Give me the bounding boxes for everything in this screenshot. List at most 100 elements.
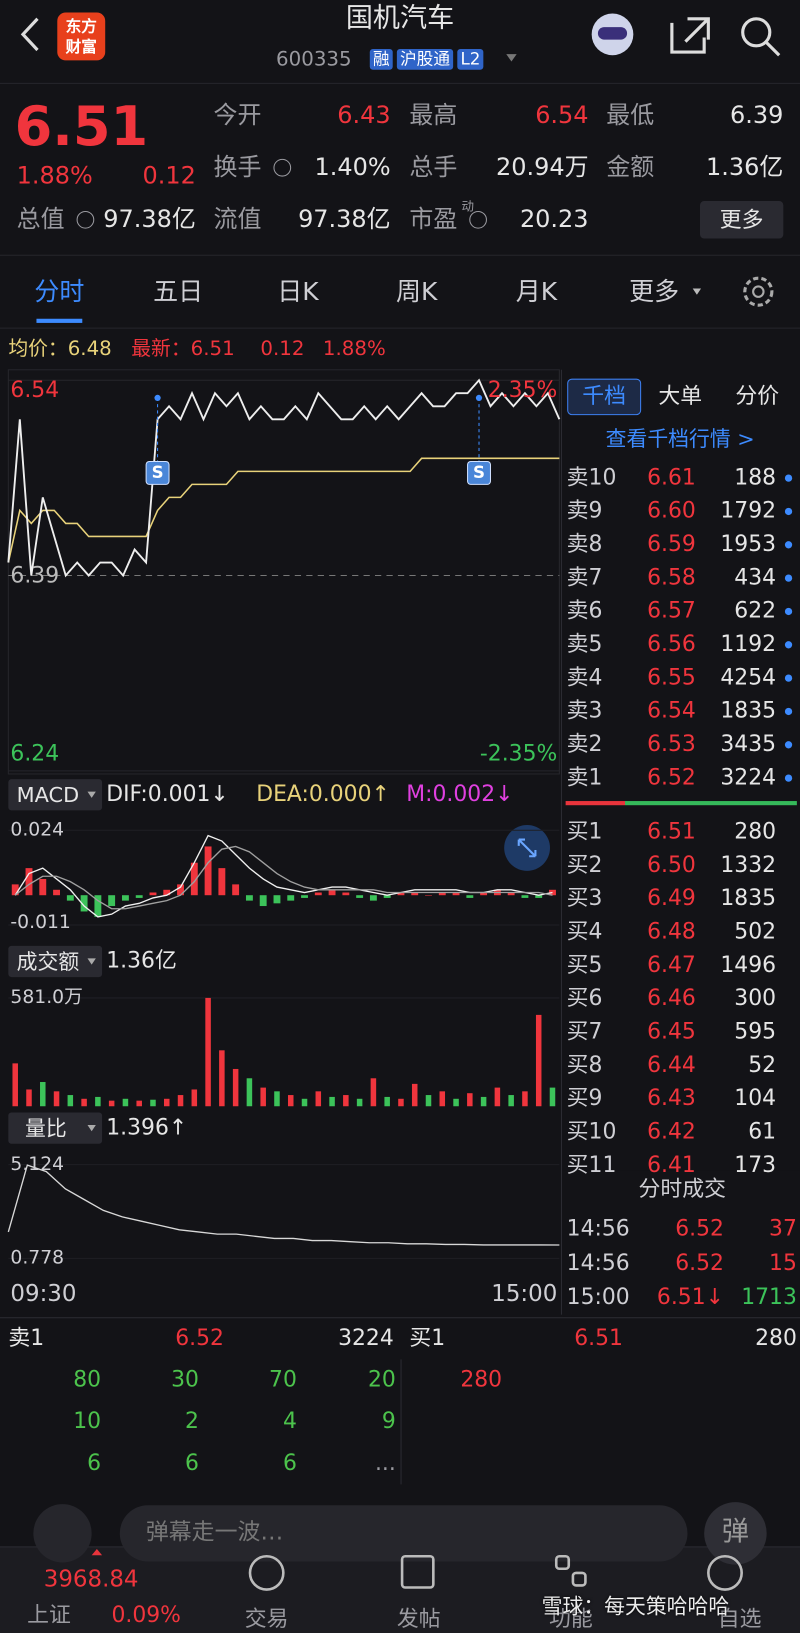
y-tick-label: -0.011 <box>10 911 71 934</box>
field-value: 20.23 <box>519 206 589 234</box>
order-dot <box>784 507 793 516</box>
macd-bar <box>204 846 212 896</box>
field-value: 97.38亿 <box>298 206 391 234</box>
dif-value: DIF:0.001↓ <box>106 781 229 807</box>
volume-bar <box>411 1083 418 1107</box>
share-icon[interactable] <box>670 17 710 54</box>
bid-volume: 300 <box>734 985 777 1011</box>
time-label: 09:30 <box>10 1281 77 1308</box>
dea-value: DEA:0.000↑ <box>256 781 390 807</box>
comment-icon[interactable] <box>33 1504 92 1563</box>
bid-volume: 61 <box>748 1119 777 1145</box>
nav-item[interactable]: 功能 <box>548 1606 593 1632</box>
macd-bar <box>438 892 446 896</box>
volume-bar <box>467 1093 473 1107</box>
macd-bar <box>356 895 364 898</box>
tab[interactable]: 月K <box>515 276 558 306</box>
volume-bar <box>398 1098 404 1107</box>
macd-bar <box>39 878 47 896</box>
macd-bar <box>411 892 419 896</box>
bid-price: 6.48 <box>647 919 696 945</box>
change: 0.12 <box>260 337 305 360</box>
macd-bar <box>94 895 102 917</box>
nav-item[interactable]: 发帖 <box>396 1606 441 1632</box>
ask-label: 卖4 <box>566 664 603 690</box>
macd-bar <box>232 884 240 896</box>
order-dot <box>784 707 793 716</box>
volume-bar <box>494 1087 501 1107</box>
nav-item[interactable]: 自选 <box>717 1606 762 1632</box>
dea-line <box>14 845 553 910</box>
bid-volume: 1332 <box>720 852 777 878</box>
latest-price: 最新：6.51 <box>131 337 235 360</box>
bid-label: 买10 <box>566 1119 617 1145</box>
tab[interactable]: 分时 <box>34 276 85 306</box>
queue-order: 6 <box>185 1450 199 1476</box>
watchlist-icon[interactable] <box>707 1554 743 1591</box>
indicator-selector[interactable] <box>8 945 103 978</box>
volume-bar <box>343 1095 349 1107</box>
volume-bar <box>370 1078 377 1107</box>
field-value: 6.54 <box>535 102 589 130</box>
volume-bar <box>67 1095 74 1107</box>
ask-label: 卖9 <box>566 498 603 524</box>
ask-label: 卖2 <box>566 731 603 757</box>
function-icon[interactable] <box>554 1554 571 1571</box>
field-label: 流值 <box>213 206 262 234</box>
macd-bar <box>53 889 60 896</box>
trade-time: 14:56 <box>566 1250 630 1276</box>
macd-bar <box>108 895 116 907</box>
tab[interactable]: 更多 <box>629 276 680 306</box>
indicator-name: MACD <box>16 782 80 808</box>
volume-bar <box>177 1095 184 1107</box>
macd-bar <box>328 889 336 896</box>
comment-input[interactable] <box>119 1505 688 1562</box>
macd-bar <box>452 892 460 896</box>
ask-label: 卖3 <box>566 698 603 724</box>
volume-total: 1.36亿 <box>106 948 177 974</box>
bid-price: 6.49 <box>647 885 696 911</box>
comment-placeholder: 弹幕走一波… <box>145 1519 284 1546</box>
tab[interactable]: 周K <box>395 276 438 306</box>
ask-volume: 1835 <box>720 698 777 724</box>
field-label: 总值 <box>16 206 65 234</box>
danmaku-label[interactable]: 弹 <box>721 1517 749 1549</box>
ask-label: 卖7 <box>566 564 603 590</box>
book-tab[interactable]: 千档 <box>582 383 627 409</box>
book-tab[interactable]: 分价 <box>735 383 780 409</box>
ask-label: 卖8 <box>566 531 603 557</box>
more-button[interactable] <box>700 201 784 239</box>
volume-bar <box>508 1095 514 1107</box>
marker-label: S <box>151 462 164 483</box>
book-link[interactable]: 查看千档行情 > <box>605 426 755 452</box>
queue-price: 6.51 <box>574 1325 623 1351</box>
post-icon[interactable] <box>400 1554 435 1589</box>
indicator-selector[interactable] <box>8 1112 103 1144</box>
trade-icon[interactable] <box>248 1554 285 1591</box>
ask-volume: 622 <box>734 598 777 624</box>
more-button[interactable]: 更多 <box>719 207 764 233</box>
danmaku-button[interactable] <box>704 1502 767 1565</box>
volume-bar <box>246 1078 253 1107</box>
dropdown-icon <box>87 1125 96 1132</box>
indicator-selector[interactable] <box>8 779 103 811</box>
trades-title[interactable]: 分时成交 <box>638 1176 727 1202</box>
back-icon[interactable] <box>20 17 39 52</box>
tab-highlight <box>567 378 642 416</box>
dropdown-icon[interactable] <box>506 54 517 62</box>
stock-code: 600335 <box>276 47 352 71</box>
bid-label: 买4 <box>566 919 603 945</box>
ask-volume: 1953 <box>720 531 777 557</box>
field-value: 1.36亿 <box>706 154 784 182</box>
macd-bar <box>245 895 253 901</box>
volume-bar <box>356 1098 363 1107</box>
indicator-name: 成交额 <box>16 948 80 974</box>
volume-bar <box>260 1087 266 1107</box>
search-icon[interactable] <box>741 17 772 48</box>
settings-icon[interactable] <box>743 276 774 307</box>
tab[interactable]: 五日 <box>153 276 204 306</box>
tab[interactable]: 日K <box>277 276 319 306</box>
nav-item[interactable]: 交易 <box>244 1606 289 1632</box>
trade-time: 14:56 <box>566 1216 630 1242</box>
book-tab[interactable]: 大单 <box>658 383 703 409</box>
